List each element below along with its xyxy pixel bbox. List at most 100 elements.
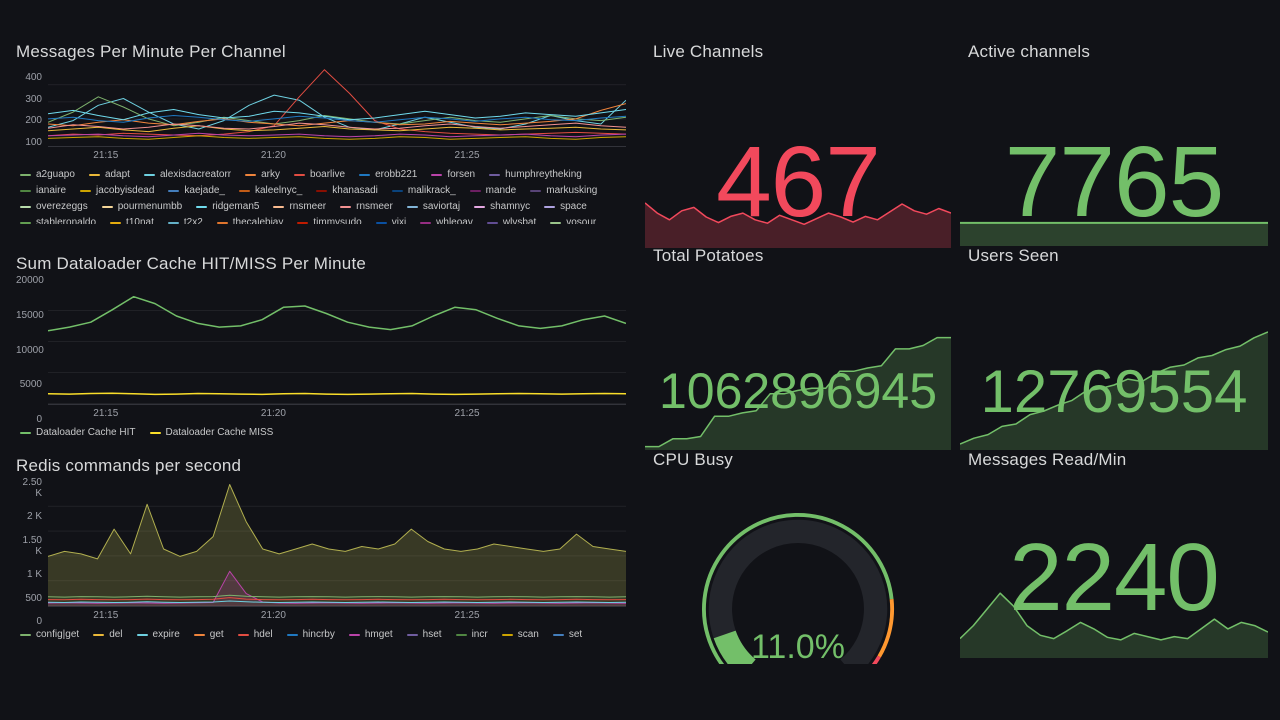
sparkline-svg: [645, 202, 951, 248]
legend-swatch: [149, 431, 161, 434]
legend-swatch: [406, 633, 418, 636]
legend-item[interactable]: hmget: [348, 628, 393, 641]
legend-item[interactable]: boarlive: [294, 168, 345, 181]
legend-item[interactable]: timmysudo: [297, 216, 362, 224]
panel-title[interactable]: Sum Dataloader Cache HIT/MISS Per Minute: [16, 254, 367, 273]
legend-swatch: [80, 189, 92, 192]
legend-swatch: [489, 173, 501, 176]
panel-title[interactable]: Total Potatoes: [653, 246, 764, 265]
legend-item[interactable]: malikrack_: [391, 184, 456, 197]
timeseries-plot[interactable]: [48, 68, 626, 147]
legend-item[interactable]: space: [544, 200, 587, 213]
panel-redis-commands: Redis commands per second 2.50 K 2 K 1.50 …: [8, 456, 640, 686]
legend-swatch: [474, 205, 486, 208]
legend-item[interactable]: config|get: [20, 628, 79, 641]
legend-item[interactable]: vosour: [550, 216, 596, 224]
legend-item[interactable]: overezeggs: [20, 200, 88, 213]
legend-item[interactable]: humphreytheking: [489, 168, 582, 181]
axis-tick: 21:20: [260, 150, 286, 161]
plot-wrap: 21:15 21:20 21:25: [48, 482, 626, 622]
legend-item[interactable]: markusking: [530, 184, 597, 197]
legend-swatch: [348, 633, 360, 636]
legend-swatch: [20, 633, 31, 636]
axis-tick: 200: [25, 115, 42, 127]
legend-item[interactable]: mande: [469, 184, 516, 197]
legend-item[interactable]: ridgeman5: [196, 200, 259, 213]
sparkline: [645, 186, 951, 248]
legend-swatch: [239, 189, 250, 192]
sparkline-svg: [960, 221, 1268, 246]
legend-swatch: [431, 173, 443, 176]
legend-item[interactable]: rnsmeer: [273, 200, 326, 213]
legend-item[interactable]: hset: [406, 628, 442, 641]
legend-swatch: [286, 633, 298, 636]
panel-title[interactable]: Active channels: [968, 42, 1091, 61]
legend-swatch: [501, 633, 513, 636]
legend-item[interactable]: hincrby: [286, 628, 335, 641]
legend-item[interactable]: scan: [501, 628, 539, 641]
legend-item[interactable]: t2x2: [167, 216, 203, 224]
legend-item[interactable]: kaejade_: [168, 184, 225, 197]
panel-title[interactable]: Redis commands per second: [16, 456, 242, 475]
legend-item[interactable]: t10nat: [110, 216, 154, 224]
sparkline-svg: [960, 592, 1268, 658]
legend-item[interactable]: khanasadi: [316, 184, 378, 197]
legend-item[interactable]: Dataloader Cache MISS: [149, 426, 273, 439]
legend-swatch: [469, 189, 481, 192]
legend-item[interactable]: Dataloader Cache HIT: [20, 426, 136, 439]
plot-row: 400 300 200 100 21:15 21:20 21:25: [16, 68, 640, 162]
legend-item[interactable]: stableronaldo: [20, 216, 96, 224]
axis-tick: 21:25: [454, 150, 480, 161]
legend-swatch: [20, 221, 31, 224]
panel-title[interactable]: CPU Busy: [653, 450, 734, 469]
legend-item[interactable]: kaleelnyc_: [239, 184, 302, 197]
panel-total-potatoes: Total Potatoes 1062896945: [645, 246, 951, 454]
legend-swatch: [167, 221, 179, 224]
sparkline: [960, 590, 1268, 658]
legend-item[interactable]: erobb221: [359, 168, 417, 181]
legend: config|get del expire get hdel hincrby hmget hs…: [20, 628, 632, 641]
legend-item[interactable]: forsen: [431, 168, 475, 181]
panel-live-channels: Live Channels 467: [645, 42, 951, 252]
panel-title[interactable]: Messages Read/Min: [968, 450, 1127, 469]
stat-body: 12769554: [960, 274, 1268, 454]
legend-item[interactable]: alexisdacreatorr: [143, 168, 231, 181]
legend-item[interactable]: whleoav: [420, 216, 473, 224]
legend-swatch: [136, 633, 148, 636]
legend-swatch: [455, 633, 467, 636]
legend-item[interactable]: shamnyc: [474, 200, 530, 213]
legend-swatch: [359, 173, 371, 176]
stat-body: 1062896945: [645, 274, 951, 454]
legend-item[interactable]: del: [93, 628, 123, 641]
sparkline: [645, 332, 951, 450]
panel-title[interactable]: Users Seen: [968, 246, 1059, 265]
legend-item[interactable]: saviortaj: [406, 200, 460, 213]
timeseries-plot[interactable]: [48, 280, 626, 405]
legend-item[interactable]: ianaire: [20, 184, 66, 197]
x-axis: 21:15 21:20 21:25: [48, 405, 626, 420]
legend-item[interactable]: a2guapo: [20, 168, 75, 181]
legend-item[interactable]: set: [552, 628, 582, 641]
legend-item[interactable]: adapt: [88, 168, 130, 181]
legend-item[interactable]: pourmenumbb: [101, 200, 182, 213]
timeseries-svg[interactable]: [48, 68, 626, 146]
legend-item[interactable]: rnsmeer: [340, 200, 393, 213]
panel-title[interactable]: Live Channels: [653, 42, 764, 61]
legend-item[interactable]: incr: [455, 628, 488, 641]
timeseries-svg[interactable]: [48, 280, 626, 404]
legend-item[interactable]: vixi: [375, 216, 406, 224]
legend-item[interactable]: arky: [245, 168, 280, 181]
legend-item[interactable]: thecalebjay: [216, 216, 283, 224]
timeseries-plot[interactable]: [48, 482, 626, 607]
axis-tick: 1.50 K: [22, 534, 42, 557]
panel-title[interactable]: Messages Per Minute Per Channel: [16, 42, 286, 61]
legend-item[interactable]: expire: [136, 628, 180, 641]
stat-value: 467: [716, 126, 881, 238]
legend-item[interactable]: jacobyisdead: [80, 184, 154, 197]
legend-item[interactable]: get: [193, 628, 224, 641]
stat-value: 7765: [1004, 126, 1224, 238]
legend-item[interactable]: hdel: [237, 628, 273, 641]
panel-users-seen: Users Seen 12769554: [960, 246, 1268, 454]
timeseries-svg[interactable]: [48, 482, 626, 606]
legend-item[interactable]: wlvsbat: [486, 216, 536, 224]
